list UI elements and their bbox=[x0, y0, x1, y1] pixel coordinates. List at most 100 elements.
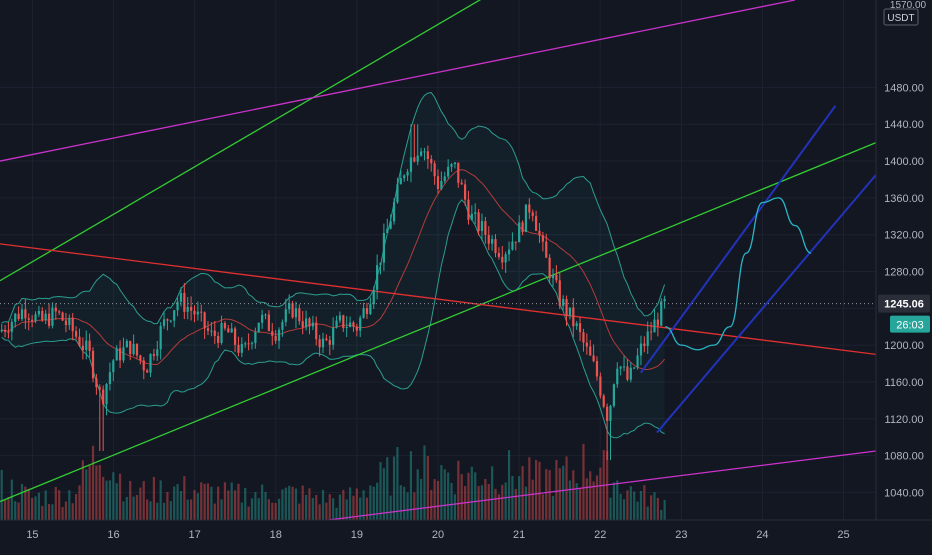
candle-body bbox=[369, 304, 372, 314]
candle-body bbox=[261, 314, 264, 323]
volume-bar bbox=[433, 479, 436, 520]
candle-body bbox=[213, 330, 216, 336]
volume-bar bbox=[504, 482, 507, 520]
candle-body bbox=[179, 293, 183, 302]
volume-bar bbox=[514, 488, 517, 520]
volume-bar bbox=[342, 489, 345, 520]
candle-body bbox=[656, 319, 659, 326]
volume-bar bbox=[277, 498, 281, 520]
candle-body bbox=[112, 360, 115, 373]
candle-body bbox=[484, 221, 487, 235]
candle-body bbox=[34, 314, 37, 322]
volume-bar bbox=[440, 465, 443, 520]
volume-bar bbox=[491, 466, 494, 520]
volume-bar bbox=[183, 476, 186, 520]
volume-bar bbox=[633, 491, 636, 520]
candle-body bbox=[612, 384, 615, 406]
volume-bar bbox=[460, 474, 463, 520]
volume-bar bbox=[294, 488, 298, 520]
volume-bar bbox=[37, 492, 40, 520]
candle-body bbox=[514, 241, 517, 243]
candle-body bbox=[71, 317, 74, 332]
candle-body bbox=[406, 171, 409, 176]
volume-bar bbox=[132, 496, 135, 520]
volume-bar bbox=[592, 481, 595, 520]
candle-body bbox=[338, 315, 342, 321]
volume-bars bbox=[0, 443, 666, 520]
price-axis[interactable] bbox=[876, 0, 932, 550]
volume-bar bbox=[359, 497, 362, 520]
candle-body bbox=[629, 367, 632, 380]
candle-body bbox=[271, 331, 274, 336]
candle-body bbox=[301, 321, 304, 328]
candle-body bbox=[308, 318, 311, 327]
volume-bar bbox=[622, 499, 626, 520]
candle-body bbox=[139, 355, 142, 361]
candle-body bbox=[206, 328, 210, 331]
time-tick-label: 20 bbox=[432, 529, 444, 541]
currency-badge[interactable] bbox=[883, 8, 919, 26]
candle-body bbox=[582, 332, 585, 343]
volume-bar bbox=[535, 459, 538, 520]
volume-bar bbox=[152, 476, 155, 520]
candle-body bbox=[51, 307, 54, 326]
volume-bar bbox=[612, 482, 615, 520]
candle-body bbox=[166, 319, 169, 321]
candle-body bbox=[633, 367, 636, 369]
volume-bar bbox=[237, 483, 240, 520]
candle-body bbox=[501, 256, 504, 263]
volume-bar bbox=[599, 467, 602, 520]
candle-body bbox=[41, 310, 44, 321]
candle-body bbox=[118, 348, 122, 361]
volume-bar bbox=[156, 502, 159, 520]
candle-body bbox=[156, 349, 159, 356]
candle-body bbox=[47, 313, 51, 326]
candle-body bbox=[247, 343, 250, 345]
candle-body bbox=[27, 318, 30, 320]
candle-body bbox=[497, 252, 500, 257]
volume-bar bbox=[568, 480, 572, 520]
time-axis[interactable] bbox=[0, 520, 932, 550]
volume-bar bbox=[362, 490, 365, 520]
volume-bar bbox=[457, 460, 460, 520]
bollinger-fill bbox=[1, 92, 665, 438]
volume-bar bbox=[217, 486, 220, 520]
candle-body bbox=[423, 151, 426, 153]
candle-body bbox=[548, 257, 551, 279]
volume-bar bbox=[47, 503, 51, 520]
time-tick-label: 17 bbox=[189, 529, 201, 541]
volume-bar bbox=[345, 499, 348, 520]
candle-body bbox=[108, 372, 112, 384]
volume-bar bbox=[244, 487, 247, 520]
candle-body bbox=[653, 319, 656, 333]
candle-body bbox=[315, 322, 318, 340]
candle-body bbox=[0, 329, 3, 332]
price-tick-label: 1480.00 bbox=[884, 82, 924, 94]
bollinger-lower bbox=[1, 199, 665, 439]
candle-body bbox=[409, 157, 413, 172]
volume-bar bbox=[122, 501, 125, 520]
candle-body bbox=[494, 239, 497, 253]
candle-body bbox=[186, 307, 189, 312]
candle-body bbox=[430, 159, 433, 164]
candle-body bbox=[420, 151, 423, 156]
candle-body bbox=[616, 368, 619, 385]
volume-bar bbox=[413, 492, 416, 520]
projection-path bbox=[664, 197, 812, 351]
candle-body bbox=[379, 262, 382, 266]
volume-bar bbox=[315, 495, 318, 520]
candle-body bbox=[365, 308, 369, 314]
candle-body bbox=[345, 326, 348, 329]
candle-body bbox=[399, 178, 402, 185]
candle-body bbox=[348, 322, 352, 327]
volume-bar bbox=[257, 498, 260, 520]
volume-bar bbox=[125, 496, 128, 520]
volume-bar bbox=[524, 486, 528, 520]
volume-bar bbox=[484, 478, 487, 520]
candle-body bbox=[31, 319, 34, 322]
candle-body bbox=[551, 275, 555, 279]
countdown-badge bbox=[890, 315, 930, 333]
volume-bar bbox=[254, 492, 257, 520]
